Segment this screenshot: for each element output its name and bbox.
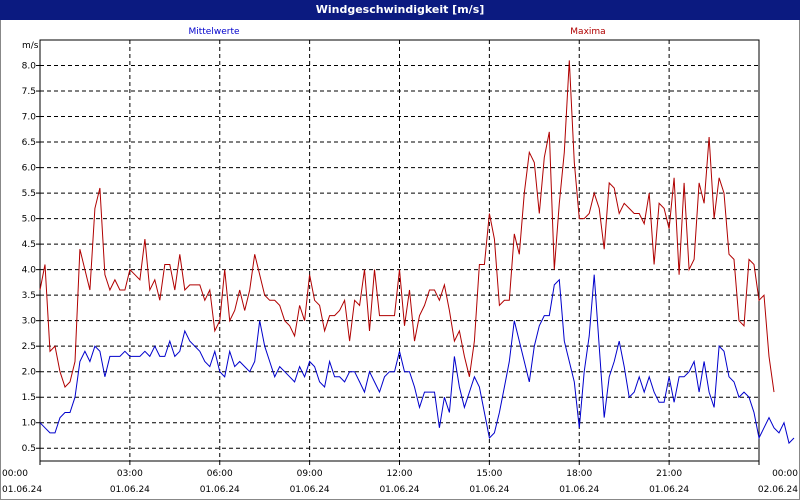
y-tick-label: 1.5	[22, 393, 36, 403]
y-tick-label: 1.0	[22, 419, 37, 429]
x-tick-time-label: 00:00	[772, 469, 798, 479]
y-tick-label: 8.0	[22, 62, 37, 72]
x-tick-date-label: 01.06.24	[200, 485, 240, 495]
y-tick-label: 6.5	[22, 138, 36, 148]
series-line-maxima	[39, 60, 775, 393]
y-tick-label: 5.5	[22, 189, 36, 199]
x-tick-date-label: 01.06.24	[110, 485, 150, 495]
x-tick-time-label: 21:00	[656, 469, 682, 479]
x-tick-date-label: 01.06.24	[290, 485, 330, 495]
x-tick-date-label: 01.06.24	[2, 485, 42, 495]
y-tick-label: 5.0	[22, 215, 37, 225]
series-lines	[39, 60, 795, 445]
legend-maxima: Maxima	[570, 27, 605, 37]
x-tick-date-label: 01.06.24	[469, 485, 509, 495]
y-tick-label: 0.5	[22, 444, 36, 454]
y-tick-label: 2.5	[22, 342, 36, 352]
legend-mittelwerte: Mittelwerte	[188, 27, 239, 37]
y-tick-label: 7.0	[22, 113, 37, 123]
x-tick-time-label: 00:00	[2, 469, 28, 479]
y-tick-label: 3.0	[22, 317, 37, 327]
y-axis-unit-label: m/s	[22, 41, 39, 51]
y-tick-label: 4.0	[22, 266, 37, 276]
x-tick-time-label: 18:00	[566, 469, 592, 479]
x-tick-date-label: 01.06.24	[649, 485, 689, 495]
y-tick-label: 6.0	[22, 164, 37, 174]
x-tick-time-label: 15:00	[476, 469, 502, 479]
y-axis-ticks: 0.5 1.0 1.5 2.0 2.5 3.0 3.5 4.0 4.5 5.0 5.5 6.0 6.5 7…	[22, 62, 40, 454]
x-axis-ticks: 00:00 01.06.24 03:00 01.06.24 06:00 01.06.24 0…	[2, 461, 798, 495]
y-tick-label: 2.0	[22, 368, 37, 378]
x-tick-date-label: 01.06.24	[559, 485, 599, 495]
x-tick-date-label: 01.06.24	[379, 485, 419, 495]
x-tick-time-label: 09:00	[297, 469, 323, 479]
y-tick-label: 4.5	[22, 240, 36, 250]
y-tick-label: 3.5	[22, 291, 36, 301]
grid-lines	[40, 40, 759, 461]
series-line-mittelwerte	[39, 274, 795, 445]
x-tick-time-label: 12:00	[387, 469, 413, 479]
chart-title: Windgeschwindigkeit [m/s]	[0, 0, 800, 20]
x-tick-date-label: 02.06.24	[758, 485, 798, 495]
x-tick-time-label: 06:00	[207, 469, 233, 479]
y-tick-label: 7.5	[22, 87, 36, 97]
x-tick-time-label: 03:00	[117, 469, 143, 479]
